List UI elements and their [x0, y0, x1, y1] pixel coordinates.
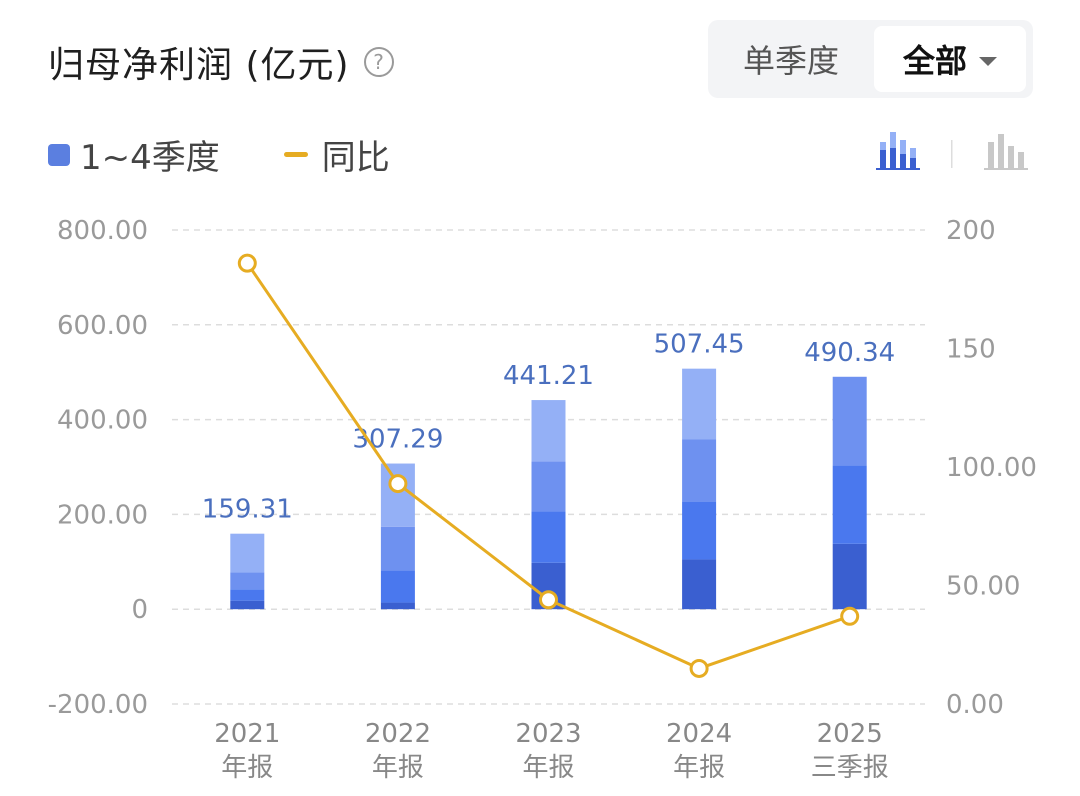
- bar-segment: [380, 602, 415, 610]
- yoy-point: [388, 474, 408, 494]
- chart-type-switch: [876, 132, 1028, 170]
- bar-segment: [230, 533, 265, 573]
- legend-line-swatch: [283, 152, 308, 157]
- bar-segment: [380, 570, 415, 603]
- yoy-point: [689, 658, 709, 678]
- bar-segment: [531, 400, 566, 462]
- bar-segment: [230, 572, 265, 590]
- x-tick-label: 年报: [372, 753, 424, 783]
- bar-segment: [531, 511, 566, 563]
- bar-segment: [682, 368, 717, 440]
- legend: 1~4季度 同比: [48, 130, 390, 179]
- data-label: 507.45: [654, 330, 745, 360]
- y2-tick-label: 150: [946, 335, 996, 365]
- y2-tick-label: 0.00: [946, 690, 1004, 720]
- bar-segment: [531, 461, 566, 512]
- x-tick-label: 2024: [666, 719, 732, 749]
- tab-all-label: 全部: [902, 42, 967, 80]
- yoy-point: [237, 253, 257, 273]
- bar-segment: [832, 465, 867, 544]
- y-tick-label: 600.00: [57, 311, 148, 341]
- page-title: 归母净利润 (亿元): [48, 45, 350, 86]
- data-label: 490.34: [804, 338, 895, 368]
- bar-segment: [682, 439, 717, 502]
- y-tick-label: 800.00: [57, 216, 148, 246]
- y-tick-label: 200.00: [57, 500, 148, 530]
- bar-segment: [832, 543, 867, 610]
- yoy-point: [840, 606, 860, 626]
- bar-segment: [230, 589, 265, 601]
- bar-segment: [380, 463, 415, 527]
- data-label: 441.21: [503, 361, 594, 391]
- y2-axis: 200 150 100.00 50.00 0.00: [946, 216, 1037, 720]
- x-axis: 2021 年报 2022 年报 2023 年报 2024 年报 2025 三季报: [214, 719, 888, 783]
- bar-segment: [682, 559, 717, 610]
- stacked-bar-chart-icon[interactable]: [876, 132, 920, 170]
- tab-all[interactable]: 全部: [874, 26, 1026, 92]
- bars: [230, 368, 867, 610]
- x-tick-label: 年报: [221, 753, 273, 783]
- help-icon[interactable]: ?: [363, 47, 394, 77]
- y2-tick-label: 100.00: [946, 453, 1037, 483]
- yoy-point: [539, 590, 558, 610]
- y2-tick-label: 50.00: [946, 572, 1020, 602]
- bar-segment: [380, 526, 415, 571]
- bar-segment: [230, 600, 265, 610]
- x-tick-label: 年报: [673, 753, 725, 783]
- legend-line-label[interactable]: 同比: [321, 138, 390, 178]
- bar-segment: [832, 376, 867, 466]
- bar-chart-icon[interactable]: [984, 134, 1028, 170]
- x-tick-label: 2021: [214, 719, 280, 749]
- x-tick-label: 2025: [817, 719, 883, 749]
- data-label: 159.31: [202, 495, 293, 525]
- x-tick-label: 三季报: [811, 753, 889, 783]
- legend-bars-label[interactable]: 1~4季度: [80, 138, 220, 178]
- x-tick-label: 2022: [365, 719, 431, 749]
- bar-segment: [682, 501, 717, 560]
- yoy-line: [237, 253, 860, 678]
- y2-tick-label: 200: [946, 216, 996, 246]
- title-row: 归母净利润 (亿元) ?: [48, 36, 394, 88]
- y-tick-label: 0: [131, 595, 148, 625]
- x-tick-label: 2023: [515, 719, 581, 749]
- legend-bars-swatch: [48, 143, 70, 166]
- period-toggle: 单季度 全部: [708, 20, 1033, 98]
- y-tick-label: 400.00: [57, 406, 148, 436]
- icon-divider: [951, 140, 953, 168]
- chevron-down-icon: [979, 56, 997, 66]
- y-tick-label: -200.00: [48, 690, 148, 720]
- tab-quarterly[interactable]: 单季度: [742, 42, 839, 80]
- x-tick-label: 年报: [522, 753, 574, 783]
- y-axis: 800.00 600.00 400.00 200.00 0 -200.00: [48, 216, 148, 720]
